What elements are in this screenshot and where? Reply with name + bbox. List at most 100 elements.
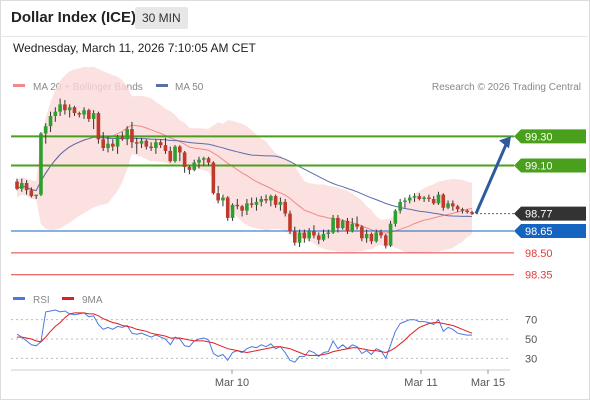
candle-body [110, 143, 115, 147]
candle-body [173, 146, 177, 162]
candle-body [187, 166, 192, 170]
rsi-ma-legend-label: 9MA [82, 295, 103, 306]
candle [441, 193, 446, 211]
time-tick-label: Mar 10 [215, 377, 249, 389]
candle-body [115, 136, 120, 147]
candle-body [77, 113, 82, 115]
rsi-legend: RSI 9MA [13, 295, 103, 306]
candle [19, 178, 24, 192]
level-label-98.77: 98.77 [525, 209, 553, 221]
candle [460, 207, 465, 214]
level-tag-99.30: 99.30 [514, 129, 586, 144]
candle [388, 220, 393, 248]
candle [417, 193, 422, 201]
candle-body [197, 159, 201, 163]
level-label-99.10: 99.10 [525, 161, 553, 173]
candle [269, 194, 273, 207]
time-tick-label: Mar 15 [471, 377, 505, 389]
candle-body [455, 206, 460, 210]
candle [249, 197, 254, 208]
candle-body [211, 162, 216, 194]
candle [182, 150, 187, 173]
candle-body [374, 232, 379, 242]
candle-body [206, 158, 211, 163]
candle [173, 145, 177, 163]
ma50-line [16, 136, 473, 217]
candle [134, 137, 139, 154]
candle [273, 194, 278, 208]
candle [101, 132, 106, 151]
candle-body [355, 223, 359, 227]
candle [316, 232, 321, 245]
candle [369, 232, 374, 245]
candle-body [412, 196, 417, 198]
candle-body [249, 203, 254, 205]
candle-body [216, 193, 220, 201]
candle-body [24, 182, 29, 191]
candle [29, 187, 34, 198]
candle [149, 142, 153, 151]
candle [197, 156, 201, 169]
candle-body [39, 133, 43, 195]
candle-body [269, 196, 273, 201]
candle-body [307, 231, 311, 239]
candle-body [422, 197, 426, 200]
candle [364, 229, 369, 243]
candle-body [19, 182, 24, 189]
candle-body [34, 194, 38, 197]
candle [120, 132, 125, 141]
level-labels-layer: 99.30 99.10 98.77 98.65 98.50 98.35 [514, 129, 586, 282]
rsi-legend-swatch [13, 297, 25, 300]
candle [48, 111, 53, 133]
candle [240, 204, 244, 217]
rsi-panel: 70 50 30 [11, 309, 537, 365]
candle [288, 210, 292, 234]
time-tick-label: Mar 11 [404, 377, 437, 389]
candle-body [417, 196, 422, 200]
candle-body [431, 199, 436, 204]
candle-body [139, 140, 144, 144]
candle [326, 229, 331, 239]
candle-body [163, 145, 168, 151]
level-tag-bg [514, 224, 586, 239]
rsi-line [16, 309, 472, 363]
candle [163, 137, 168, 154]
candle-body [364, 233, 369, 239]
candle [110, 139, 115, 151]
candle [43, 123, 48, 144]
candle [34, 194, 38, 200]
candle [412, 193, 417, 202]
candle [96, 111, 101, 144]
candle-body [297, 232, 302, 243]
candle-body [336, 217, 340, 229]
candle-body [388, 223, 393, 246]
candle-body [230, 204, 235, 218]
candle-body [144, 140, 149, 147]
candle [72, 105, 77, 117]
candle [307, 228, 311, 242]
candle-body [221, 197, 225, 201]
header-bar: Dollar Index (ICE) 30 MIN [0, 0, 588, 37]
candle-body [91, 113, 96, 119]
candle-body [87, 110, 91, 119]
timeframe-button[interactable]: 30 MIN [135, 7, 188, 29]
candle [422, 196, 426, 202]
candle [87, 108, 91, 122]
candle [403, 197, 407, 208]
projection-arrow-head [499, 136, 511, 149]
candle-body [67, 107, 72, 111]
candle [360, 225, 364, 242]
candle-body [273, 196, 278, 205]
level-label-98.35: 98.35 [525, 270, 553, 282]
candle-body [321, 233, 326, 240]
candle [67, 104, 72, 118]
candle [336, 215, 340, 233]
rsi-tick-label: 70 [525, 315, 537, 327]
copyright-label: Research © 2026 Trading Central [432, 82, 581, 93]
level-tag-bg [514, 158, 586, 173]
bollinger-band [17, 66, 472, 253]
rsi-ma-legend-swatch [62, 297, 74, 300]
candle [154, 139, 158, 154]
candle [264, 194, 268, 204]
